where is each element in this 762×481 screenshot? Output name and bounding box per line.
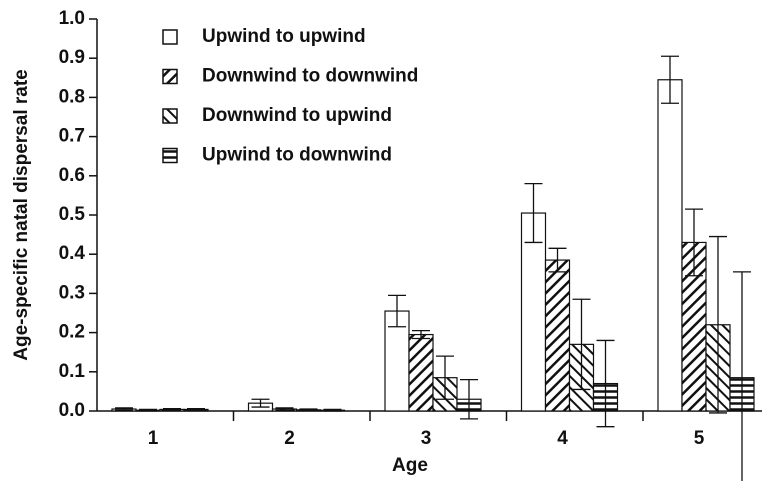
error-bar bbox=[685, 208, 703, 277]
y-tick-label: 0.9 bbox=[59, 47, 85, 68]
error-bar bbox=[163, 407, 181, 411]
error-bar bbox=[187, 407, 205, 411]
error-bar bbox=[115, 407, 133, 411]
legend-label: Upwind to downwind bbox=[202, 145, 392, 166]
error-bar bbox=[460, 378, 478, 420]
error-bar bbox=[412, 329, 430, 340]
error-bar bbox=[661, 55, 679, 104]
error-bar bbox=[139, 408, 157, 412]
bar bbox=[520, 212, 547, 412]
y-tick-label: 0.6 bbox=[59, 165, 85, 186]
y-tick-label: 0.4 bbox=[59, 243, 86, 264]
error-bar bbox=[275, 407, 294, 411]
y-tick-label: 0.5 bbox=[59, 204, 86, 225]
bar bbox=[384, 310, 410, 412]
y-tick-label: 0.2 bbox=[59, 322, 85, 343]
legend-swatch bbox=[162, 147, 178, 164]
y-tick-label: 0.7 bbox=[59, 126, 85, 147]
x-tick-label: 3 bbox=[421, 428, 432, 449]
error-bar bbox=[323, 408, 342, 412]
error-bar bbox=[596, 339, 615, 428]
x-tick-label: 2 bbox=[284, 428, 295, 449]
error-bar bbox=[548, 247, 567, 273]
x-axis-label: Age bbox=[392, 455, 428, 476]
x-tick-label: 1 bbox=[148, 428, 159, 449]
error-bar bbox=[251, 398, 270, 408]
y-tick-label: 1.0 bbox=[59, 8, 85, 29]
y-tick-label: 0.0 bbox=[59, 400, 85, 421]
legend-label: Upwind to upwind bbox=[202, 26, 366, 47]
bar bbox=[657, 79, 683, 412]
legend-swatch bbox=[162, 29, 178, 45]
error-bar bbox=[436, 355, 454, 400]
legend-label: Downwind to downwind bbox=[202, 66, 418, 87]
error-bar bbox=[709, 235, 727, 414]
legend-swatch bbox=[162, 108, 178, 124]
x-tick-label: 4 bbox=[557, 428, 568, 449]
error-bar bbox=[299, 408, 318, 412]
y-tick-label: 0.8 bbox=[59, 86, 85, 107]
legend-label: Downwind to upwind bbox=[202, 105, 392, 126]
y-tick-label: 0.1 bbox=[59, 361, 86, 382]
bar bbox=[544, 259, 571, 412]
bar bbox=[408, 333, 434, 412]
y-tick-label: 0.3 bbox=[59, 282, 85, 303]
error-bar bbox=[572, 298, 591, 391]
error-bar bbox=[388, 294, 406, 328]
error-bar bbox=[524, 182, 543, 244]
y-axis-label: Age-specific natal dispersal rate bbox=[11, 69, 32, 360]
x-tick-label: 5 bbox=[694, 428, 705, 449]
legend-swatch bbox=[162, 68, 178, 85]
error-bar bbox=[733, 271, 751, 481]
